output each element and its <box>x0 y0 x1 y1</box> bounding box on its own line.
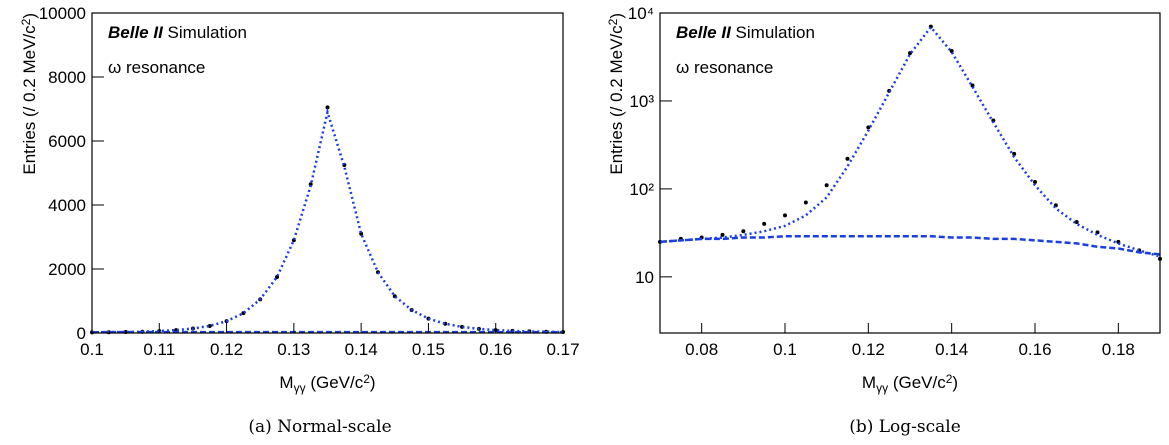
plot-frame <box>659 12 1161 334</box>
data-point <box>1074 220 1079 225</box>
annotation: ω resonance <box>676 58 773 77</box>
title-text: Simulation <box>736 23 815 42</box>
x-tick-label: 0.11 <box>143 340 175 359</box>
y-tick-label: 10⁴ <box>628 4 654 23</box>
x-tick-label: 0.14 <box>345 340 378 359</box>
y-tick-label: 10² <box>629 180 654 199</box>
label-part: ) <box>952 373 958 392</box>
fit-curve <box>91 107 564 334</box>
label-part: ) <box>20 13 39 19</box>
data-point <box>783 213 787 218</box>
label-part: (GeV/c <box>306 373 364 392</box>
y-tick-label: 0 <box>77 324 86 343</box>
x-axis-label: Mγγ (GeV/c2) <box>862 372 958 395</box>
annotation: ω resonance <box>108 58 205 77</box>
x-tick-label: 0.15 <box>412 340 445 359</box>
label-part: ) <box>370 373 376 392</box>
data-point <box>824 183 829 188</box>
x-tick-label: 0.16 <box>1018 340 1051 359</box>
label-part: 2 <box>19 18 33 25</box>
data-point <box>949 48 954 53</box>
label-part: γγ <box>876 381 888 395</box>
x-tick-label: 0.12 <box>852 340 885 359</box>
label-part: Entries (/ 0.2 MeV/c <box>20 25 39 175</box>
data-point <box>803 200 808 205</box>
x-tick-label: 0.1 <box>773 340 797 359</box>
title-bold: Belle II <box>676 23 732 42</box>
data-point <box>762 221 767 226</box>
background-curve <box>659 234 1161 256</box>
y-axis-label: Entries (/ 0.2 MeV/c2) <box>606 13 626 175</box>
x-tick-label: 0.16 <box>479 340 512 359</box>
y-tick-label: 2000 <box>48 260 86 279</box>
label-part: 2 <box>606 18 620 25</box>
x-tick-label: 0.14 <box>935 340 968 359</box>
label-part: ) <box>607 13 626 19</box>
x-tick-label: 0.1 <box>80 340 104 359</box>
x-axis-label: Mγγ (GeV/c2) <box>279 372 375 395</box>
label-part: γγ <box>294 381 306 395</box>
data-point <box>845 156 850 161</box>
caption: (b) Log-scale <box>849 417 961 437</box>
label-part: Entries (/ 0.2 MeV/c <box>607 25 626 175</box>
x-tick-label: 0.13 <box>277 340 310 359</box>
chart-title: Belle II Simulation <box>676 23 815 42</box>
data-point <box>1012 151 1017 156</box>
y-tick-label: 10000 <box>39 4 86 23</box>
x-tick-label: 0.17 <box>546 340 579 359</box>
title-bold: Belle II <box>108 23 164 42</box>
data-point <box>991 118 996 123</box>
x-tick-label: 0.12 <box>210 340 243 359</box>
label-part: M <box>862 373 876 392</box>
chart-title: Belle II Simulation <box>108 23 247 42</box>
y-tick-label: 4000 <box>48 196 86 215</box>
y-tick-label: 8000 <box>48 68 86 87</box>
plot-frame <box>91 12 564 334</box>
caption: (a) Normal-scale <box>248 417 391 437</box>
label-part: (GeV/c <box>888 373 946 392</box>
y-axis-label: Entries (/ 0.2 MeV/c2) <box>19 13 39 175</box>
data-point <box>741 229 746 234</box>
x-tick-label: 0.08 <box>685 340 718 359</box>
x-tick-label: 0.18 <box>1102 340 1135 359</box>
data-point <box>325 105 330 110</box>
label-part: 2 <box>946 372 953 386</box>
y-tick-label: 10 <box>635 268 654 287</box>
y-tick-label: 6000 <box>48 132 86 151</box>
label-part: 2 <box>363 372 370 386</box>
data-point <box>720 232 725 237</box>
label-part: M <box>279 373 293 392</box>
title-text: Simulation <box>168 23 247 42</box>
y-tick-label: 10³ <box>629 92 654 111</box>
data-point <box>1033 179 1037 184</box>
